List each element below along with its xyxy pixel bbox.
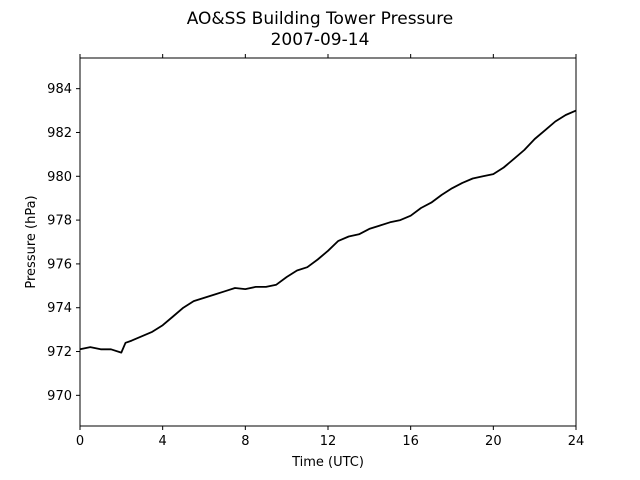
- x-tick-label: 20: [485, 434, 502, 449]
- x-tick-label: 4: [159, 434, 167, 449]
- y-tick-label: 982: [47, 126, 72, 141]
- y-tick-label: 978: [47, 214, 72, 229]
- x-tick-label: 16: [402, 434, 419, 449]
- y-axis-label: Pressure (hPa): [24, 195, 39, 288]
- y-tick-label: 970: [47, 389, 72, 404]
- x-tick-label: 0: [76, 434, 84, 449]
- plot-frame: [79, 57, 577, 427]
- y-tick-label: 974: [47, 301, 72, 316]
- pressure-series-line: [79, 109, 577, 354]
- x-axis-label: Time (UTC): [291, 455, 364, 470]
- x-tick-label: 12: [320, 434, 337, 449]
- y-tick-label: 976: [47, 257, 72, 272]
- axis-ticks: 0 4 8 12 16 20 24 970 972 974 976 978 980 982 984: [47, 54, 584, 449]
- chart-subtitle: 2007-09-14: [271, 30, 370, 50]
- y-tick-label: 972: [47, 345, 72, 360]
- x-tick-label: 24: [568, 434, 585, 449]
- y-tick-label: 984: [47, 82, 72, 97]
- y-tick-label: 980: [47, 170, 72, 185]
- chart-title: AO&SS Building Tower Pressure: [187, 9, 454, 29]
- x-tick-label: 8: [241, 434, 249, 449]
